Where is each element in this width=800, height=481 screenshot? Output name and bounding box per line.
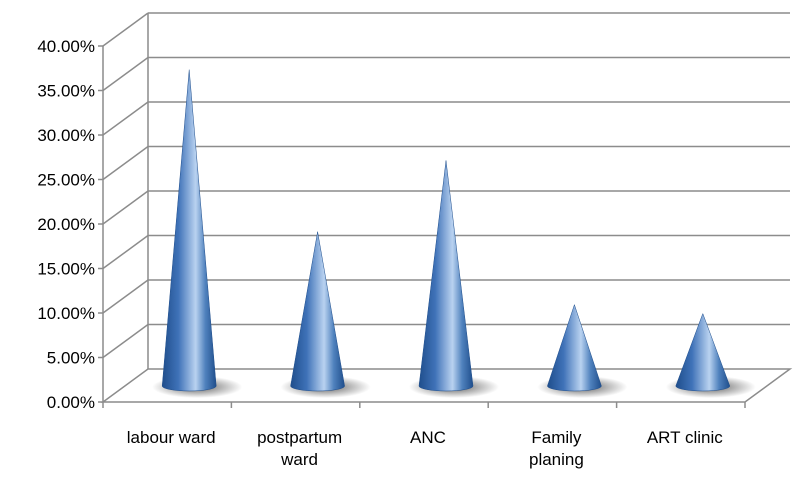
y-tick-label: 5.00%: [47, 349, 95, 368]
x-category-label: Family: [531, 428, 582, 447]
cone-bar: [547, 303, 602, 392]
y-tick-label: 30.00%: [37, 126, 95, 145]
y-tick-label: 35.00%: [37, 82, 95, 101]
x-category-label: ART clinic: [647, 428, 723, 447]
x-category-label: postpartum: [257, 428, 342, 447]
cone-bar: [675, 312, 731, 392]
gridline-diagonal: [102, 101, 149, 136]
gridline-diagonal: [102, 234, 149, 270]
y-tick-label: 40.00%: [37, 37, 95, 56]
chart-floor: [100, 368, 793, 403]
gridline-diagonal: [102, 56, 149, 92]
y-tick-label: 10.00%: [37, 304, 95, 323]
y-tick-label: 15.00%: [37, 260, 95, 279]
gridline-diagonal: [102, 279, 149, 314]
x-category-label: planing: [529, 450, 584, 469]
gridline-diagonal: [102, 323, 149, 359]
y-axis: 0.00% 5.00% 10.00% 15.00% 20.00% 25.00% 30.00%…: [37, 37, 103, 412]
x-category-label: ANC: [410, 428, 446, 447]
cone-bar: [418, 160, 474, 392]
y-tick-label: 25.00%: [37, 171, 95, 190]
x-category-label: ward: [280, 450, 318, 469]
cone-bar: [161, 69, 217, 392]
gridline-diagonal: [102, 12, 149, 47]
gridline-diagonal: [102, 190, 149, 225]
y-tick-label: 0.00%: [47, 393, 95, 412]
x-axis: labour ward postpartum ward ANC Family planin…: [102, 402, 746, 469]
cone-series: [152, 69, 756, 398]
gridlines: [102, 12, 790, 359]
gridline-diagonal: [102, 145, 149, 181]
y-tick-label: 20.00%: [37, 215, 95, 234]
cone-bar: [290, 231, 345, 392]
x-category-label: labour ward: [127, 428, 216, 447]
